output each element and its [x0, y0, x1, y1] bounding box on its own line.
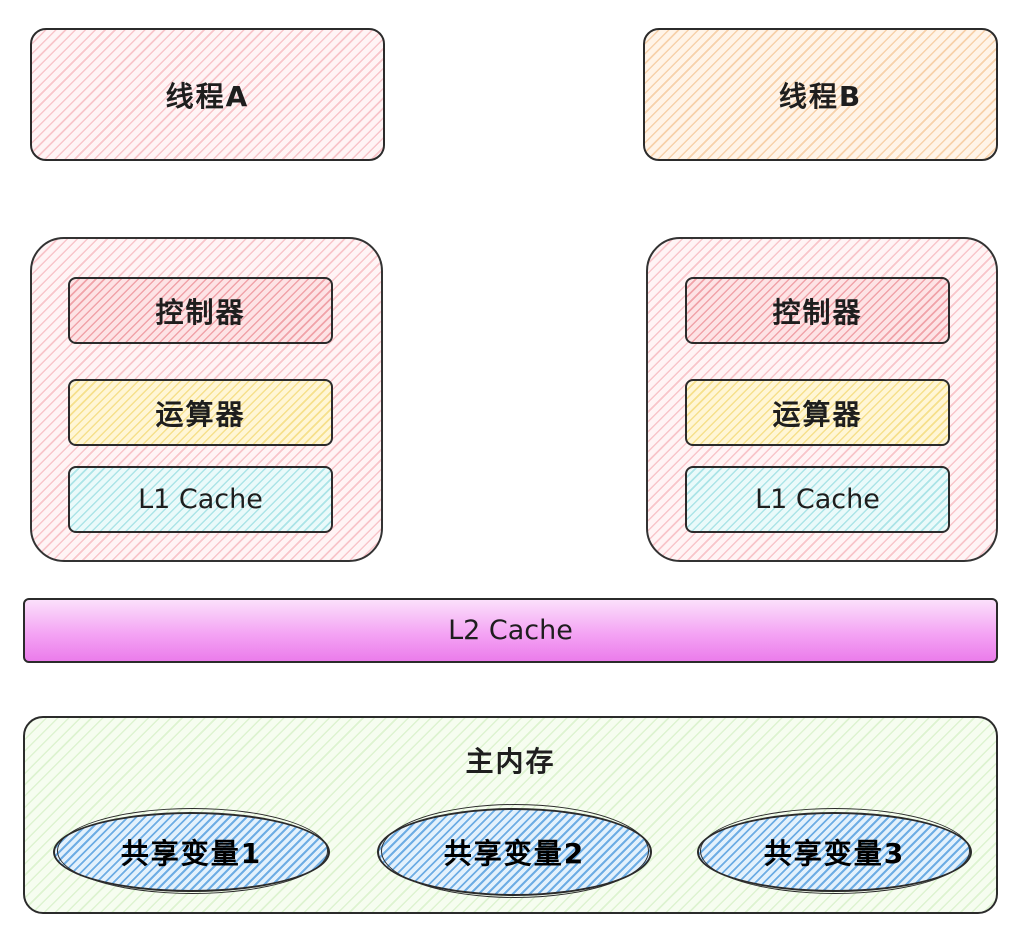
- shared-variable-1: 共享变量1: [53, 812, 330, 892]
- alu-right: 运算器: [685, 379, 950, 446]
- controller-right-label: 控制器: [772, 295, 863, 329]
- l1-cache-right-label: L1 Cache: [755, 484, 880, 515]
- shared-variable-3: 共享变量3: [697, 812, 972, 892]
- shared-variable-1-label: 共享变量1: [120, 837, 263, 870]
- alu-left-label: 运算器: [155, 397, 246, 431]
- thread-b-box: 线程B: [643, 28, 998, 161]
- l2-cache-label: L2 Cache: [448, 615, 573, 646]
- l1-cache-left-label: L1 Cache: [138, 484, 263, 515]
- thread-b-label: 线程B: [778, 79, 863, 113]
- thread-a-box: 线程A: [30, 28, 385, 161]
- shared-variable-2: 共享变量2: [377, 808, 652, 896]
- alu-left: 运算器: [68, 379, 333, 446]
- controller-left-label: 控制器: [155, 295, 246, 329]
- controller-left: 控制器: [68, 277, 333, 344]
- l2-cache-bar: L2 Cache: [23, 598, 998, 663]
- controller-right: 控制器: [685, 277, 950, 344]
- thread-a-label: 线程A: [165, 79, 250, 113]
- l1-cache-left: L1 Cache: [68, 466, 333, 533]
- alu-right-label: 运算器: [772, 397, 863, 431]
- shared-variable-2-label: 共享变量2: [443, 837, 586, 870]
- l1-cache-right: L1 Cache: [685, 466, 950, 533]
- main-memory-label: 主内存: [465, 745, 556, 778]
- shared-variable-3-label: 共享变量3: [763, 837, 906, 870]
